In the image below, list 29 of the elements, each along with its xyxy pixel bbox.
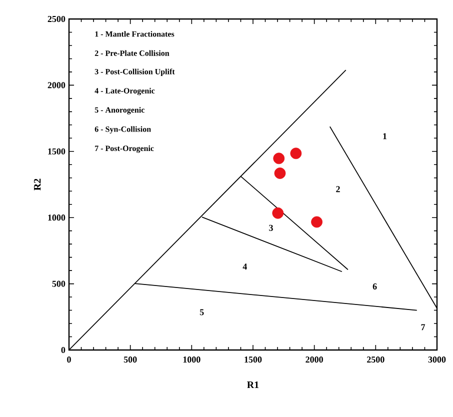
annotation: 3 [269,224,273,231]
annotation: 4 - Late-Orogenic [94,88,155,96]
y-tick-label: 1500 [48,148,66,154]
annotation: 7 [421,324,426,330]
x-tick-label: 2000 [306,356,323,363]
y-tick-label: 1000 [48,214,66,221]
x-tick-label: 500 [124,356,137,363]
y-tick-label: 0 [61,346,66,354]
y-tick-label: 2000 [48,82,66,88]
y-tick-label: 500 [52,280,66,287]
annotation: 4 [242,264,247,270]
y-tick-label: 2500 [48,16,66,22]
annotation: 6 [372,283,377,290]
x-axis-title: R1 [247,381,259,388]
x-tick-label: 0 [67,356,71,363]
x-tick-label: 1500 [244,356,262,363]
annotation: 3 - Post-Collision Uplift [94,68,175,76]
annotation: 2 [336,186,340,192]
x-tick-label: 2500 [367,356,384,363]
annotation: 1 [383,133,387,140]
annotation: 1 - Mantle Fractionates [95,31,174,37]
x-tick-label: 1000 [183,356,200,363]
annotation: 5 [200,309,204,316]
annotation: 2 - Pre-Plate Collision [94,50,170,56]
y-axis-title: R2 [34,178,41,190]
annotation: 7 - Post-Orogenic [95,145,154,153]
annotation: 6 - Syn-Collision [94,126,151,134]
x-tick-label: 3000 [428,356,446,363]
annotation: 5 - Anorogenic [94,107,144,114]
